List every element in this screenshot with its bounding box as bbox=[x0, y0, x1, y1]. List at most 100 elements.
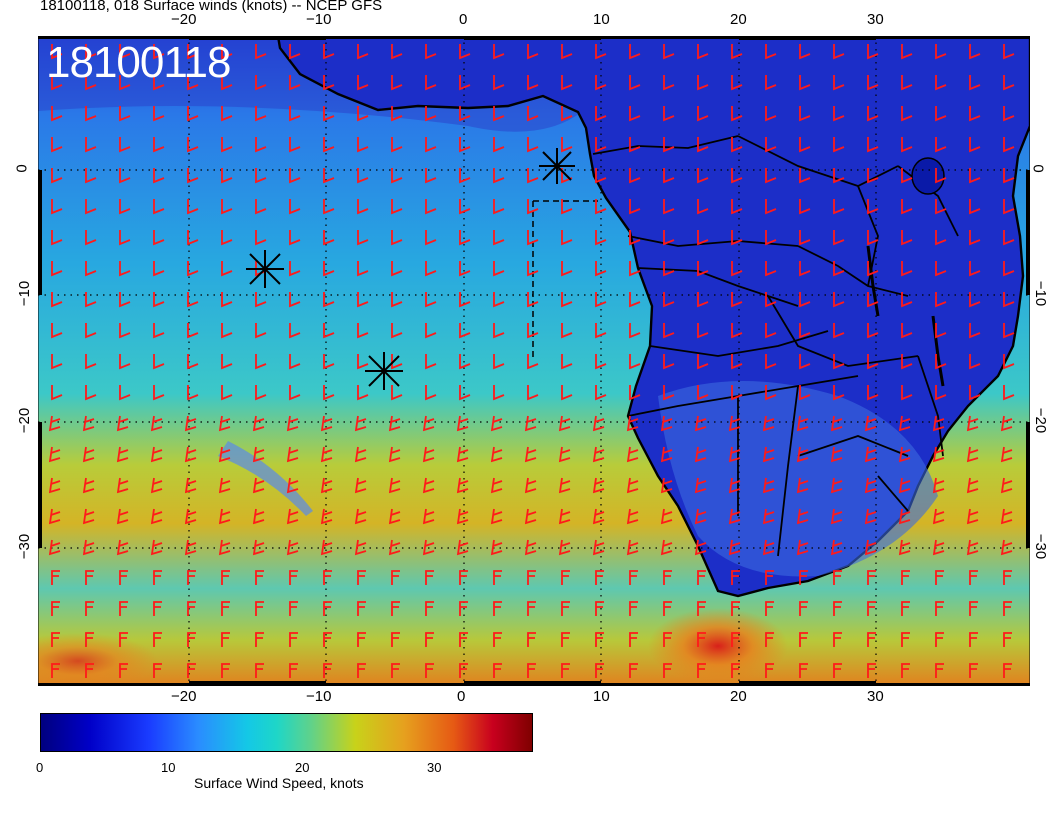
wind-barb bbox=[935, 106, 947, 122]
wind-barb bbox=[459, 292, 471, 308]
wind-barb bbox=[935, 354, 947, 370]
wind-barb bbox=[357, 199, 369, 215]
lon-label-top-10: 10 bbox=[593, 11, 610, 28]
wind-barb bbox=[527, 601, 536, 616]
lon-label-top-0: 0 bbox=[459, 11, 468, 28]
wind-barb bbox=[187, 570, 196, 585]
wind-barb bbox=[119, 385, 131, 401]
wind-barb bbox=[388, 415, 401, 432]
wind-barb bbox=[150, 508, 163, 525]
wind-barb bbox=[150, 446, 163, 463]
wind-barb bbox=[425, 601, 434, 616]
wind-barb bbox=[323, 168, 335, 184]
wind-barb bbox=[153, 261, 165, 277]
wind-barb bbox=[932, 539, 945, 556]
wind-barb bbox=[391, 292, 403, 308]
wind-barb bbox=[524, 415, 537, 432]
wind-barb bbox=[966, 539, 979, 556]
wind-barb bbox=[969, 261, 981, 277]
wind-barb bbox=[1003, 44, 1015, 60]
wind-barb bbox=[969, 230, 981, 246]
wind-barb bbox=[357, 385, 369, 401]
wind-barb bbox=[51, 261, 63, 277]
wind-barb bbox=[663, 354, 675, 370]
wind-barb bbox=[388, 446, 401, 463]
wind-barb bbox=[527, 385, 539, 401]
wind-barb bbox=[629, 292, 641, 308]
wind-barb bbox=[85, 570, 94, 585]
wind-barb bbox=[493, 323, 505, 339]
wind-barb bbox=[629, 570, 638, 585]
wind-barb bbox=[728, 415, 741, 432]
wind-barb bbox=[765, 106, 777, 122]
wind-barb bbox=[459, 230, 471, 246]
wind-barb bbox=[592, 539, 605, 556]
wind-barb bbox=[255, 168, 267, 184]
wind-barb bbox=[663, 137, 675, 153]
wind-barb bbox=[799, 75, 811, 91]
wind-barb bbox=[218, 415, 231, 432]
wind-barb bbox=[255, 230, 267, 246]
wind-barb bbox=[901, 168, 913, 184]
wind-barb bbox=[456, 477, 469, 494]
wind-barb bbox=[867, 168, 879, 184]
wind-barb bbox=[85, 261, 97, 277]
wind-barb bbox=[898, 446, 911, 463]
wind-barb bbox=[456, 446, 469, 463]
wind-barb bbox=[153, 601, 162, 616]
wind-barb bbox=[119, 199, 131, 215]
lon-label-top-minus10: −10 bbox=[306, 11, 332, 28]
wind-barb bbox=[1003, 570, 1012, 585]
wind-barb bbox=[969, 632, 978, 647]
wind-barb bbox=[558, 415, 571, 432]
wind-barb bbox=[286, 446, 299, 463]
wind-barb bbox=[697, 292, 709, 308]
wind-barb bbox=[187, 261, 199, 277]
wind-barb bbox=[493, 663, 502, 678]
wind-barb bbox=[187, 168, 199, 184]
wind-barb bbox=[456, 508, 469, 525]
wind-barb bbox=[289, 601, 298, 616]
wind-barb bbox=[51, 168, 63, 184]
wind-barb bbox=[864, 446, 877, 463]
wind-barb bbox=[833, 230, 845, 246]
wind-barb bbox=[629, 601, 638, 616]
wind-barb bbox=[969, 44, 981, 60]
wind-barb bbox=[663, 199, 675, 215]
wind-barb bbox=[85, 44, 97, 60]
wind-barb bbox=[935, 632, 944, 647]
wind-barb bbox=[289, 168, 301, 184]
wind-barb bbox=[85, 106, 97, 122]
wind-barb bbox=[731, 601, 740, 616]
wind-barb bbox=[187, 75, 199, 91]
wind-barb bbox=[82, 539, 95, 556]
wind-barb bbox=[629, 75, 641, 91]
wind-barb bbox=[391, 570, 400, 585]
wind-barb bbox=[595, 292, 607, 308]
lake-victoria bbox=[911, 157, 945, 195]
wind-barb bbox=[833, 75, 845, 91]
wind-barb bbox=[935, 601, 944, 616]
wind-barb bbox=[731, 663, 740, 678]
wind-barb bbox=[765, 230, 777, 246]
wind-barb bbox=[425, 75, 437, 91]
wind-barb bbox=[1000, 446, 1013, 463]
wind-map bbox=[38, 36, 1030, 686]
wind-barb bbox=[663, 385, 675, 401]
wind-barb bbox=[731, 292, 743, 308]
wind-barb bbox=[901, 75, 913, 91]
wind-barb bbox=[935, 385, 947, 401]
wind-barb bbox=[697, 323, 709, 339]
wind-barb bbox=[1003, 75, 1015, 91]
wind-barb bbox=[323, 44, 335, 60]
wind-barb bbox=[1003, 230, 1015, 246]
wind-barb bbox=[289, 261, 301, 277]
wind-barb bbox=[85, 137, 97, 153]
wind-barb bbox=[493, 385, 505, 401]
wind-barb bbox=[765, 385, 777, 401]
lake-malawi bbox=[931, 315, 945, 387]
wind-barb bbox=[762, 477, 775, 494]
wind-barb bbox=[116, 446, 129, 463]
wind-barb bbox=[255, 323, 267, 339]
wind-barb bbox=[966, 415, 979, 432]
